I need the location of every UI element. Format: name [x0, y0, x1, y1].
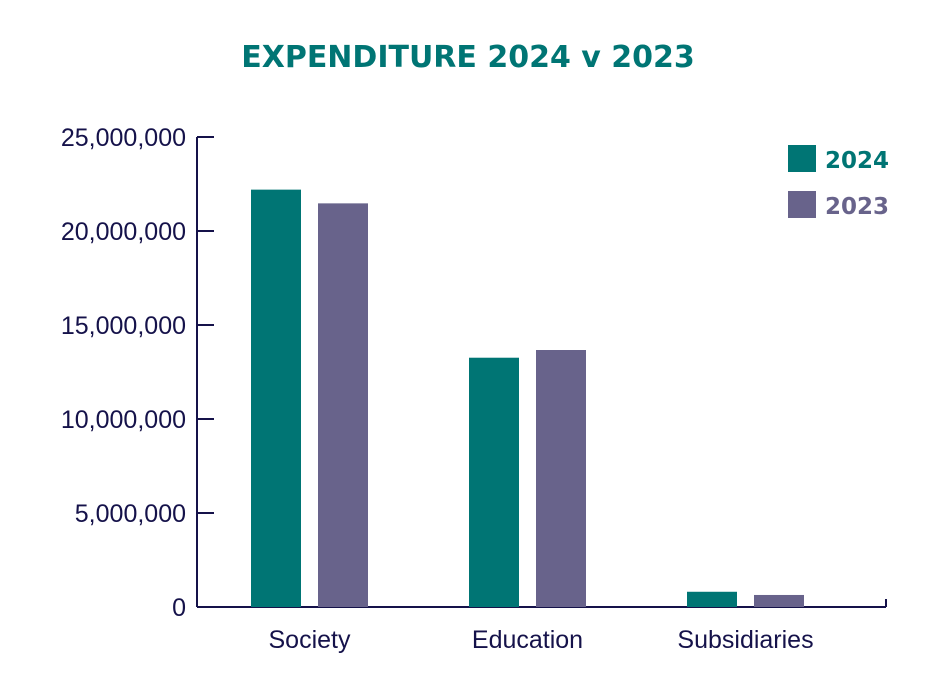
legend-swatch-2024: [788, 145, 816, 172]
y-tick-label: 25,000,000: [61, 124, 186, 152]
chart-title: EXPENDITURE 2024 v 2023: [241, 40, 695, 75]
x-category-label: Education: [472, 626, 583, 654]
bar-2024-society: [251, 189, 301, 607]
bar-2023-education: [536, 350, 586, 607]
y-tick-label: 20,000,000: [61, 218, 186, 246]
legend-label-2024: 2024: [825, 148, 889, 174]
legend-swatch-2023: [788, 191, 816, 218]
bar-2023-subsidiaries: [754, 594, 804, 607]
y-tick-label: 0: [172, 594, 186, 622]
y-tick-label: 10,000,000: [61, 406, 186, 434]
bar-2024-subsidiaries: [687, 591, 737, 607]
bar-2024-education: [469, 357, 519, 607]
x-category-label: Society: [269, 626, 351, 654]
y-tick-label: 15,000,000: [61, 312, 186, 340]
bar-2023-society: [318, 203, 368, 607]
legend-label-2023: 2023: [825, 194, 889, 220]
x-category-label: Subsidiaries: [677, 626, 813, 654]
y-tick-label: 5,000,000: [75, 500, 186, 528]
